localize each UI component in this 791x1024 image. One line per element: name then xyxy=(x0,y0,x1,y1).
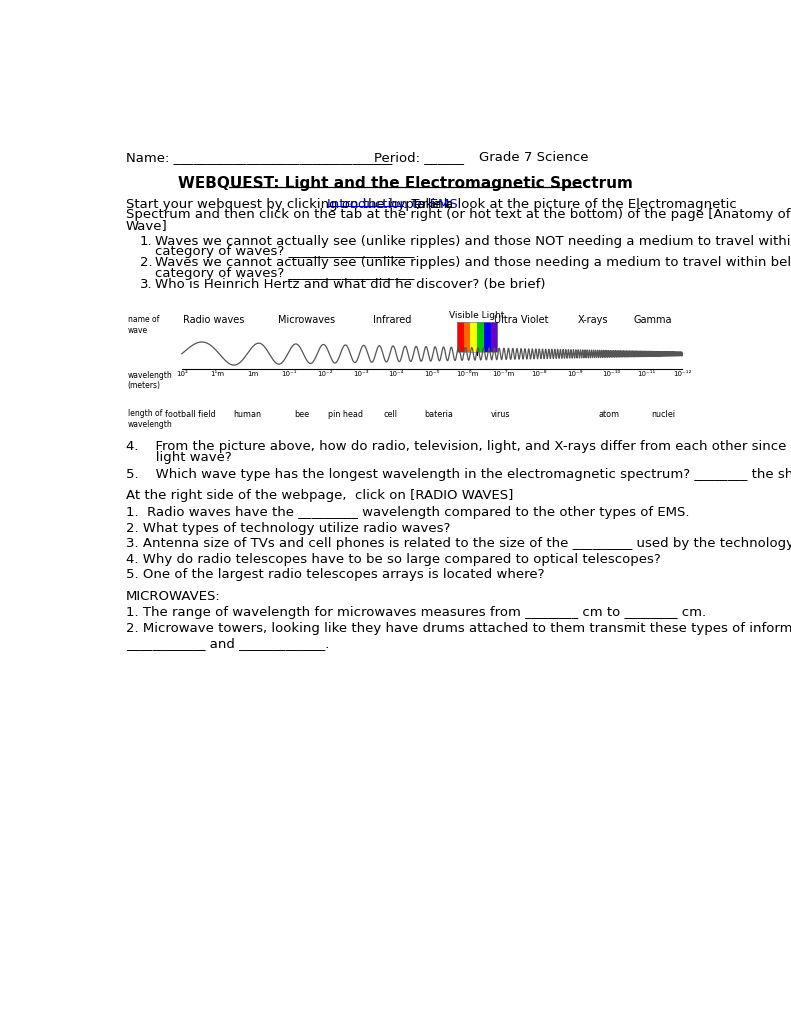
Text: 1.  Radio waves have the _________ wavelength compared to the other types of EMS: 1. Radio waves have the _________ wavele… xyxy=(126,506,690,519)
Text: Who is Heinrich Hertz and what did he discover? (be brief): Who is Heinrich Hertz and what did he di… xyxy=(156,278,546,291)
Text: 1¹m: 1¹m xyxy=(210,371,225,377)
Text: . Take a look at the picture of the Electromagnetic: . Take a look at the picture of the Elec… xyxy=(403,198,736,211)
Text: football field: football field xyxy=(165,411,216,420)
Text: Waves we cannot actually see (unlike ripples) and those needing a medium to trav: Waves we cannot actually see (unlike rip… xyxy=(156,256,791,269)
Text: human: human xyxy=(233,411,262,420)
Bar xyxy=(484,323,491,351)
Text: 3. Antenna size of TVs and cell phones is related to the size of the _________ u: 3. Antenna size of TVs and cell phones i… xyxy=(126,538,791,550)
Text: Spectrum and then click on the tab at the right (or hot text at the bottom) of t: Spectrum and then click on the tab at th… xyxy=(126,208,791,221)
Text: Infrared: Infrared xyxy=(373,315,411,326)
Text: 10⁻¹: 10⁻¹ xyxy=(282,371,297,377)
Text: bee: bee xyxy=(294,411,309,420)
Bar xyxy=(471,323,478,351)
Bar xyxy=(490,323,498,351)
Text: Name: _________________________________: Name: _________________________________ xyxy=(126,151,392,164)
Text: MICROWAVES:: MICROWAVES: xyxy=(126,590,221,602)
Text: Gamma: Gamma xyxy=(634,315,672,326)
Text: 2. What types of technology utilize radio waves?: 2. What types of technology utilize radi… xyxy=(126,522,450,535)
Text: X-rays: X-rays xyxy=(578,315,608,326)
Text: virus: virus xyxy=(490,411,510,420)
Text: Microwaves: Microwaves xyxy=(278,315,335,326)
Text: 2.: 2. xyxy=(140,256,153,269)
Text: 10⁻²: 10⁻² xyxy=(317,371,333,377)
Text: WEBQUEST: Light and the Electromagnetic Spectrum: WEBQUEST: Light and the Electromagnetic … xyxy=(177,176,633,191)
Text: 10⁻³: 10⁻³ xyxy=(353,371,369,377)
Text: wavelength
(meters): wavelength (meters) xyxy=(127,371,172,390)
Text: At the right side of the webpage,  click on [RADIO WAVES]: At the right side of the webpage, click … xyxy=(126,489,513,503)
Text: category of waves? ___________________: category of waves? ___________________ xyxy=(156,267,414,280)
Text: 10⁻⁶m: 10⁻⁶m xyxy=(456,371,479,377)
Text: ____________ and _____________.: ____________ and _____________. xyxy=(126,637,329,650)
Text: length of
wavelength: length of wavelength xyxy=(127,410,172,429)
Text: 1.: 1. xyxy=(140,234,153,248)
Text: 1. The range of wavelength for microwaves measures from ________ cm to ________ : 1. The range of wavelength for microwave… xyxy=(126,606,706,620)
Text: Grade 7 Science: Grade 7 Science xyxy=(479,151,589,164)
Text: 5. One of the largest radio telescopes arrays is located where?: 5. One of the largest radio telescopes a… xyxy=(126,568,544,581)
Text: 4. Why do radio telescopes have to be so large compared to optical telescopes?: 4. Why do radio telescopes have to be so… xyxy=(126,553,660,565)
Text: 2. Microwave towers, looking like they have drums attached to them transmit thes: 2. Microwave towers, looking like they h… xyxy=(126,622,791,635)
Bar xyxy=(477,323,484,351)
Text: 5.    Which wave type has the longest wavelength in the electromagnetic spectrum: 5. Which wave type has the longest wavel… xyxy=(126,468,791,481)
Text: 10⁻⁸: 10⁻⁸ xyxy=(532,371,547,377)
Text: 10⁻¹⁰: 10⁻¹⁰ xyxy=(602,371,620,377)
Text: bateria: bateria xyxy=(424,411,452,420)
Text: category of waves? ___________________: category of waves? ___________________ xyxy=(156,246,414,258)
Bar xyxy=(457,323,464,351)
Text: 10⁻⁷m: 10⁻⁷m xyxy=(493,371,515,377)
Text: Visible Light: Visible Light xyxy=(449,311,505,319)
Text: 4.    From the picture above, how do radio, television, light, and X-rays differ: 4. From the picture above, how do radio,… xyxy=(126,440,791,453)
Text: 10⁻⁵: 10⁻⁵ xyxy=(425,371,440,377)
Bar xyxy=(464,323,471,351)
Text: 10⁻⁴: 10⁻⁴ xyxy=(388,371,404,377)
Text: pin head: pin head xyxy=(327,411,363,420)
Text: Wave]: Wave] xyxy=(126,219,168,232)
Text: 10²: 10² xyxy=(176,371,187,377)
Text: 1m: 1m xyxy=(248,371,259,377)
Text: Waves we cannot actually see (unlike ripples) and those NOT needing a medium to : Waves we cannot actually see (unlike rip… xyxy=(156,234,791,248)
Text: 10⁻¹¹: 10⁻¹¹ xyxy=(638,371,656,377)
Text: cell: cell xyxy=(384,411,397,420)
Bar xyxy=(457,323,498,351)
Text: atom: atom xyxy=(598,411,619,420)
Text: Ultra Violet: Ultra Violet xyxy=(494,315,548,326)
Text: 10⁻¹²: 10⁻¹² xyxy=(673,371,691,377)
Text: name of
wave: name of wave xyxy=(127,315,159,335)
Text: light wave?: light wave? xyxy=(126,451,232,464)
Text: 10⁻⁹: 10⁻⁹ xyxy=(567,371,583,377)
Text: Radio waves: Radio waves xyxy=(183,315,244,326)
Text: Period: ______: Period: ______ xyxy=(374,151,464,164)
Text: 3.: 3. xyxy=(140,278,153,291)
Text: Introduction to EMS: Introduction to EMS xyxy=(327,198,457,211)
Text: nuclei: nuclei xyxy=(651,411,675,420)
Text: Start your webquest by clicking on the hyperlink: Start your webquest by clicking on the h… xyxy=(126,198,460,211)
